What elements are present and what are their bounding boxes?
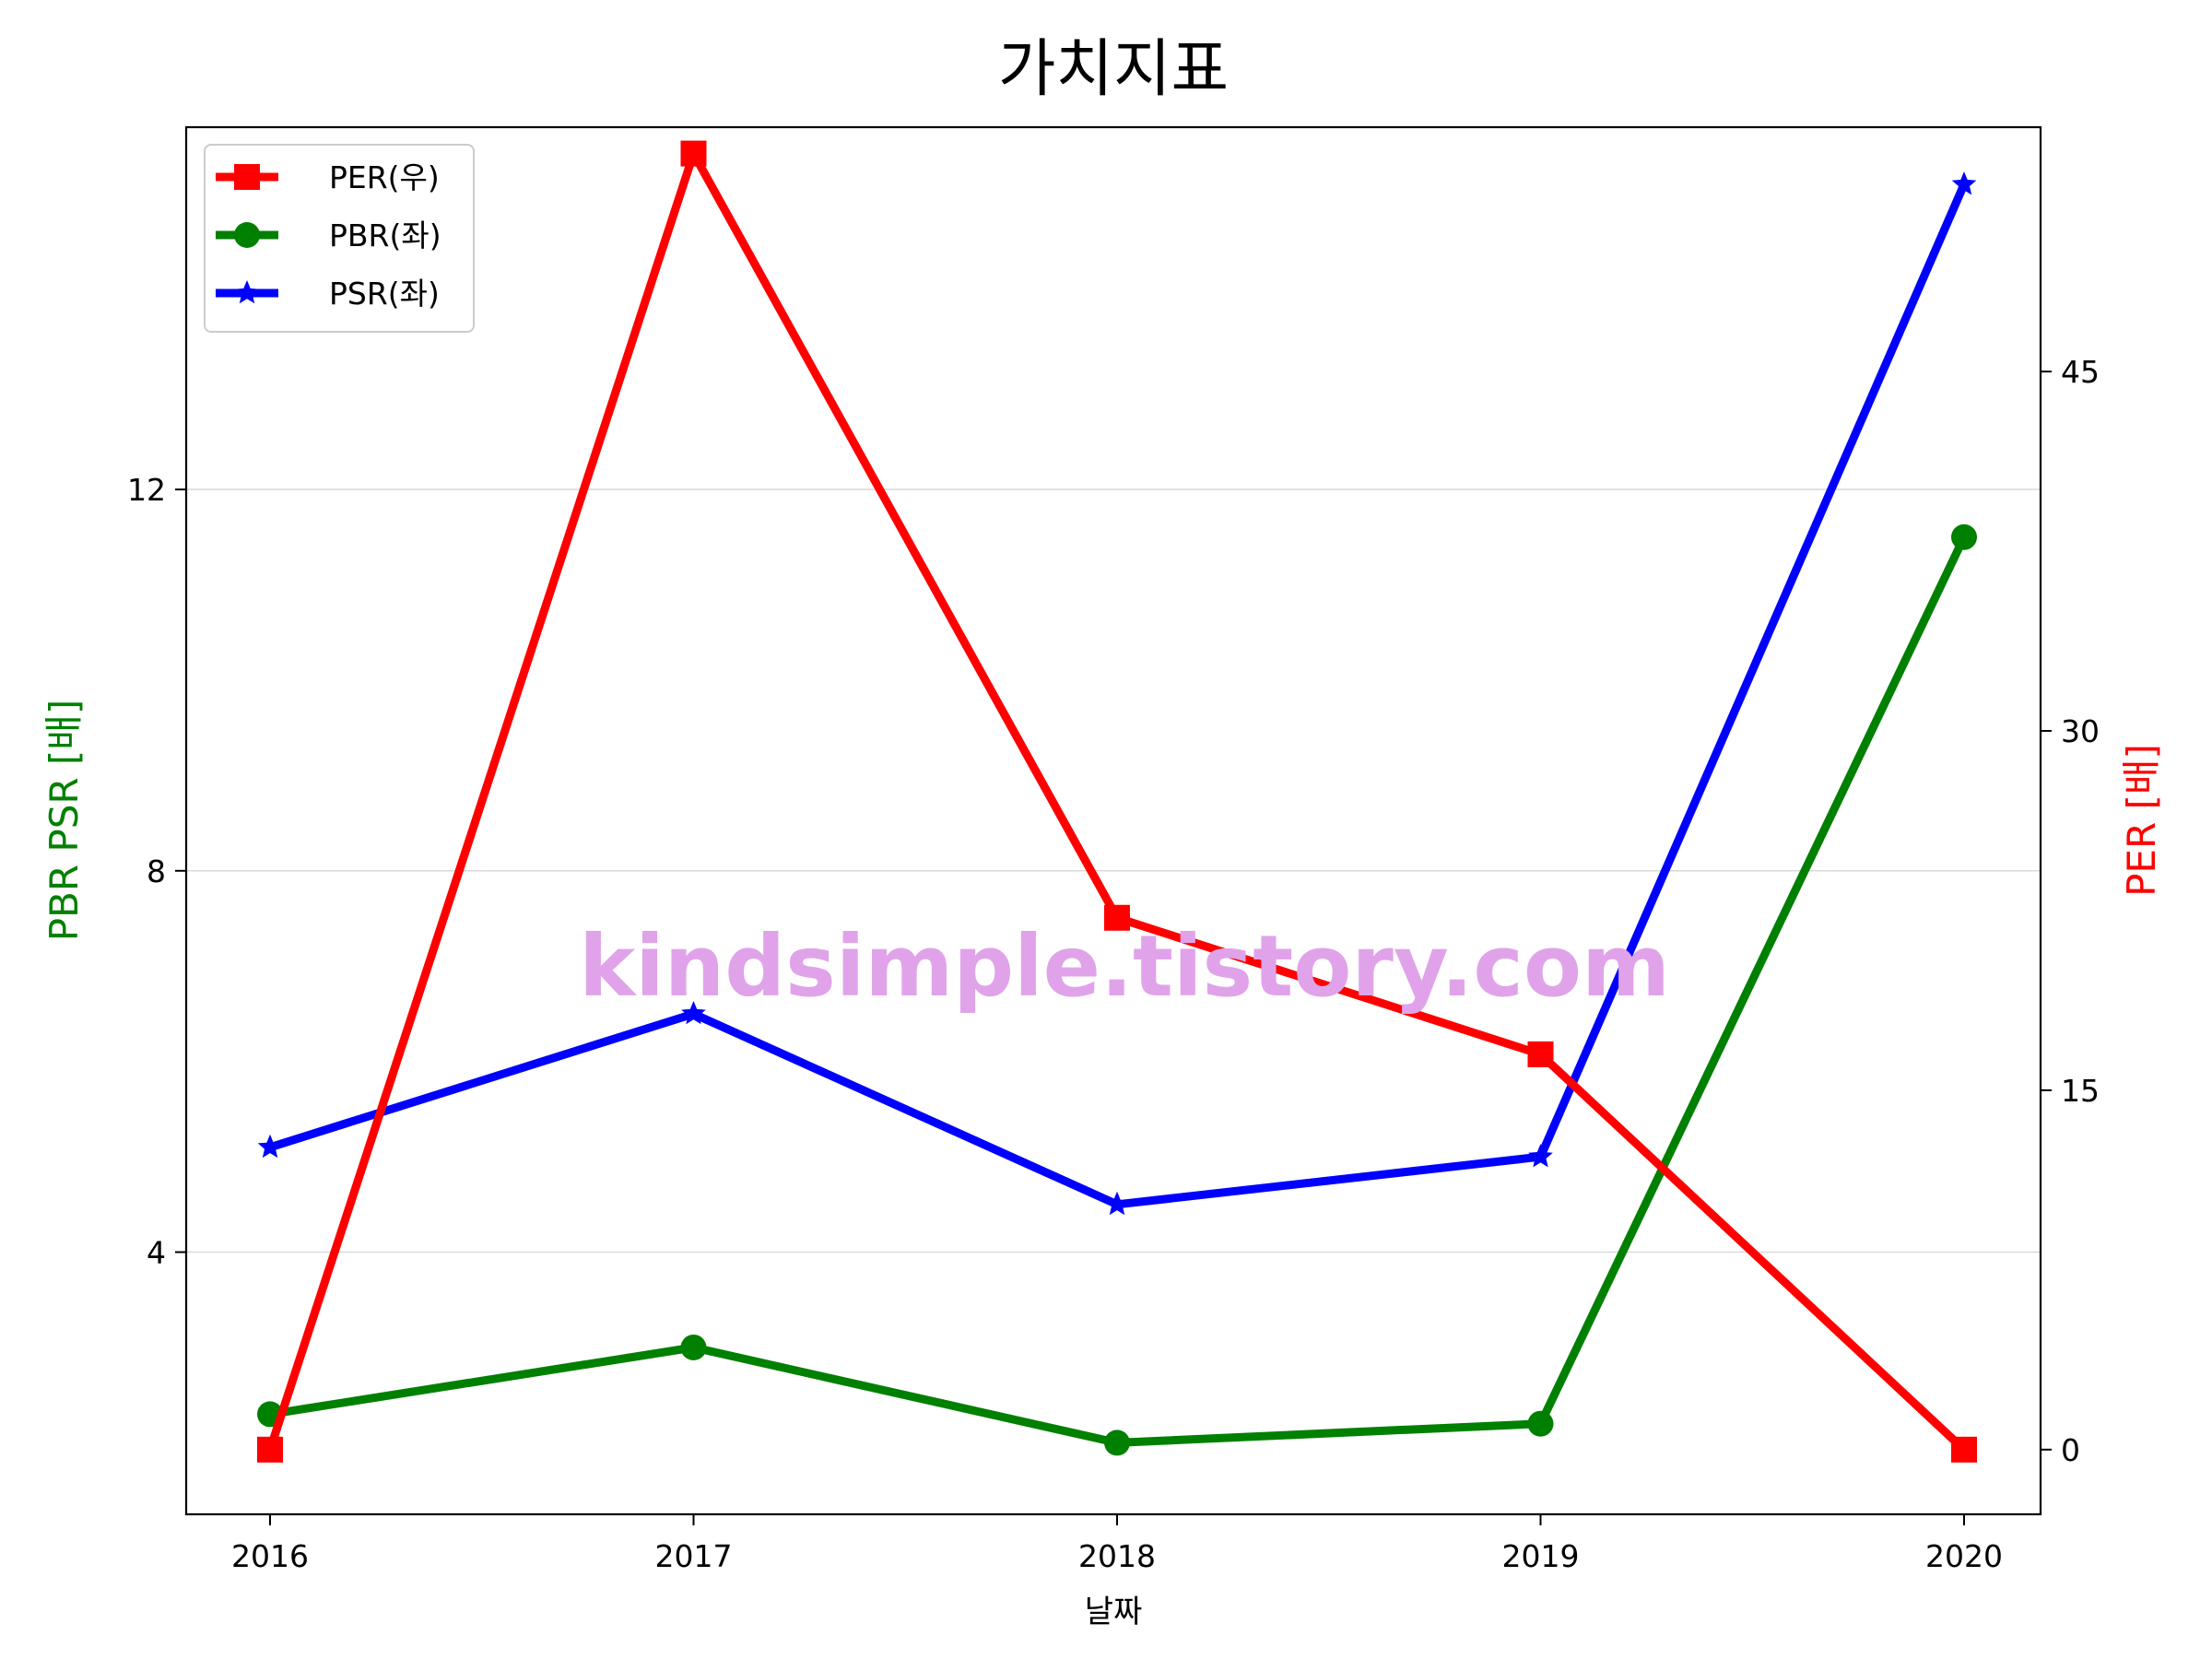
legend-label-psr: PSR(좌)	[329, 276, 440, 312]
point-psr-2019	[1528, 1144, 1553, 1168]
x-axis-label: 날짜	[1085, 1594, 1143, 1630]
legend-marker-per	[234, 164, 260, 190]
point-per-2017	[680, 140, 707, 167]
series-layer	[257, 140, 1977, 1463]
legend: PER(우) PBR(좌) PSR(좌)	[204, 144, 475, 333]
point-per-2018	[1104, 904, 1130, 931]
series-pbr	[257, 524, 1977, 1456]
y-right-tick-label-45: 45	[2061, 354, 2100, 390]
watermark: kindsimple.tistory.com	[579, 917, 1670, 1016]
x-axis: 2016 2017 2018 2019 2020	[231, 1514, 2003, 1574]
y-right-tick-label-15: 15	[2061, 1073, 2100, 1109]
series-psr	[257, 171, 1977, 1216]
y-left-tick-label-8: 8	[147, 853, 166, 889]
point-pbr-2017	[680, 1334, 707, 1360]
point-per-2016	[257, 1436, 283, 1463]
point-pbr-2019	[1527, 1410, 1554, 1437]
legend-box	[204, 144, 475, 333]
y-axis-left-label: PBR PSR [배]	[41, 700, 87, 942]
chart-title: 가치지표	[998, 33, 1229, 106]
y-left-tick-label-12: 12	[127, 472, 166, 508]
point-pbr-2020	[1951, 524, 1977, 550]
point-pbr-2018	[1104, 1430, 1130, 1456]
series-per	[257, 140, 1977, 1463]
y-axis-left: 4 8 12	[127, 472, 186, 1271]
point-psr-2017	[681, 1001, 706, 1025]
point-per-2020	[1951, 1436, 1977, 1463]
x-tick-label-2018: 2018	[1078, 1538, 1156, 1574]
point-psr-2016	[257, 1134, 283, 1159]
y-axis-right: 0 15 30 45	[2041, 354, 2100, 1468]
x-tick-label-2017: 2017	[655, 1538, 733, 1574]
point-per-2019	[1527, 1041, 1554, 1067]
point-psr-2018	[1104, 1191, 1130, 1216]
x-tick-label-2016: 2016	[231, 1538, 309, 1574]
legend-label-per: PER(우)	[329, 159, 440, 195]
y-right-tick-label-0: 0	[2061, 1432, 2080, 1468]
x-tick-label-2020: 2020	[1925, 1538, 2003, 1574]
legend-marker-psr	[234, 280, 260, 304]
y-left-tick-label-4: 4	[147, 1235, 166, 1271]
y-right-tick-label-30: 30	[2061, 713, 2100, 749]
point-psr-2020	[1951, 171, 1977, 195]
plot-frame	[184, 125, 2042, 1516]
legend-marker-pbr	[234, 222, 260, 248]
y-axis-right-label: PER [배]	[2119, 744, 2164, 897]
grid-lines	[186, 488, 2041, 1253]
legend-label-pbr: PBR(좌)	[329, 218, 441, 253]
x-tick-label-2019: 2019	[1502, 1538, 1580, 1574]
